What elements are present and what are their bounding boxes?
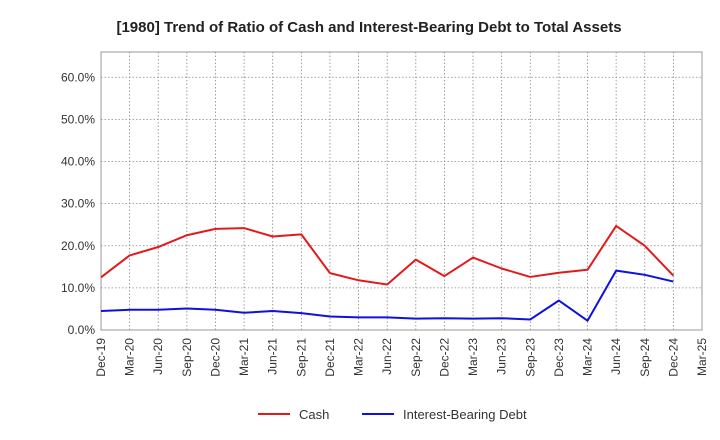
x-tick-label: Mar-24	[581, 338, 595, 376]
x-tick-label: Dec-24	[666, 338, 680, 377]
x-tick-label: Dec-22	[437, 338, 451, 377]
x-tick-label: Mar-23	[466, 338, 480, 376]
x-tick-label: Jun-24	[609, 338, 623, 375]
x-tick-label: Dec-23	[552, 338, 566, 377]
y-tick-label: 50.0%	[61, 112, 95, 126]
x-tick-label: Dec-19	[94, 338, 108, 377]
x-tick-label: Sep-23	[523, 338, 537, 377]
x-axis: Dec-19 Mar-20 Jun-20 Sep-20 Dec-20 Mar-21 Jun-…	[94, 338, 709, 377]
y-tick-label: 60.0%	[61, 70, 95, 84]
x-tick-label: Jun-21	[266, 338, 280, 375]
legend-label: Interest-Bearing Debt	[403, 407, 527, 422]
x-tick-label: Dec-20	[208, 338, 222, 377]
x-tick-label: Dec-21	[323, 338, 337, 377]
x-tick-label: Sep-20	[180, 338, 194, 377]
legend-label: Cash	[299, 407, 329, 422]
y-tick-label: 40.0%	[61, 155, 95, 169]
x-tick-label: Jun-23	[495, 338, 509, 375]
series-lines	[100, 224, 675, 322]
x-tick-label: Jun-22	[380, 338, 394, 375]
x-tick-label: Sep-21	[294, 338, 308, 377]
y-axis: 0.0% 10.0% 20.0% 30.0% 40.0% 50.0% 60.0%	[61, 70, 95, 337]
x-tick-label: Mar-21	[237, 338, 251, 376]
x-tick-label: Mar-22	[352, 338, 366, 376]
grid	[101, 52, 702, 330]
y-tick-label: 0.0%	[68, 323, 96, 337]
plot-area	[100, 51, 703, 331]
x-tick-label: Sep-22	[409, 338, 423, 377]
y-tick-label: 20.0%	[61, 239, 95, 253]
x-tick-label: Mar-25	[695, 338, 709, 376]
legend: Cash Interest-Bearing Debt	[258, 407, 527, 422]
x-tick-label: Jun-20	[151, 338, 165, 375]
chart-title: [1980] Trend of Ratio of Cash and Intere…	[116, 19, 621, 36]
x-tick-label: Mar-20	[123, 338, 137, 376]
x-tick-label: Sep-24	[638, 338, 652, 377]
y-tick-label: 10.0%	[61, 281, 95, 295]
y-tick-label: 30.0%	[61, 197, 95, 211]
